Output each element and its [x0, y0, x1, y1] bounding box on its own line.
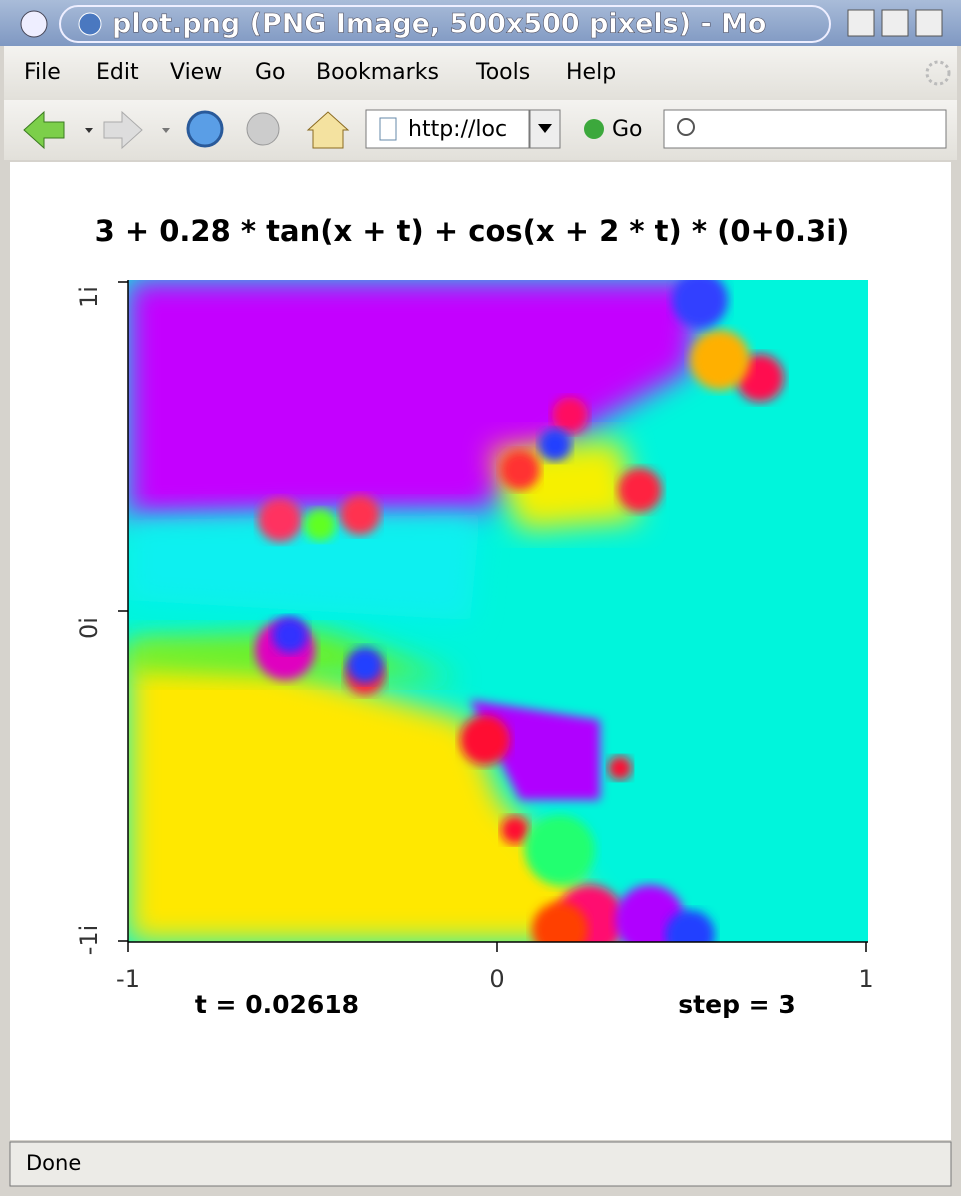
url-page-icon — [379, 117, 397, 141]
search-icon — [677, 118, 695, 136]
minimize-button[interactable] — [847, 9, 875, 37]
menu-item[interactable]: Go — [255, 60, 286, 85]
menu-item[interactable]: Tools — [475, 60, 530, 85]
plot-image — [128, 280, 868, 942]
go-button[interactable]: Go — [612, 117, 643, 142]
window-menu-button[interactable] — [20, 10, 48, 38]
menu-item[interactable]: Bookmarks — [316, 60, 439, 85]
search-field[interactable] — [663, 109, 947, 149]
plot-title: 3 + 0.28 * tan(x + t) + cos(x + 2 * t) *… — [95, 214, 850, 248]
home-button[interactable] — [306, 111, 350, 149]
forward-dropdown[interactable] — [162, 128, 170, 133]
y-tick-label: -1i — [75, 925, 103, 956]
x-tick-label: 0 — [489, 965, 504, 993]
close-button[interactable] — [915, 9, 943, 37]
window-title: plot.png (PNG Image, 500x500 pixels) - M… — [112, 9, 767, 40]
y-tick-label: 0i — [75, 617, 103, 639]
title-pill — [59, 5, 831, 43]
url-field[interactable] — [365, 109, 530, 149]
maximize-button[interactable] — [881, 9, 909, 37]
go-icon[interactable] — [584, 119, 604, 139]
menu-item[interactable]: View — [170, 60, 222, 85]
status-bar — [9, 1141, 952, 1187]
menu-bar — [4, 46, 957, 100]
back-dropdown[interactable] — [85, 128, 93, 133]
step-label: step = 3 — [678, 990, 795, 1019]
menu: File Edit View Go Bookmarks Tools Help — [24, 60, 616, 85]
forward-button[interactable] — [103, 110, 143, 150]
axis-ticks — [118, 281, 867, 952]
time-label: t = 0.02618 — [195, 990, 359, 1019]
url-text[interactable]: http://loc — [408, 117, 507, 142]
back-button[interactable] — [23, 110, 65, 150]
throbber — [925, 60, 951, 86]
x-tick-label: 1 — [858, 965, 873, 993]
page-icon — [78, 12, 102, 36]
x-tick-label: -1 — [116, 965, 140, 993]
menu-item[interactable]: File — [24, 60, 61, 85]
y-tick-label: 1i — [75, 286, 103, 308]
reload-button[interactable] — [186, 110, 224, 148]
status-text: Done — [26, 1151, 81, 1175]
menu-item[interactable]: Edit — [96, 60, 139, 85]
url-dropdown-arrow — [538, 124, 552, 133]
menu-item[interactable]: Help — [566, 60, 616, 85]
stop-button[interactable] — [246, 112, 280, 146]
title-bar — [0, 0, 961, 46]
